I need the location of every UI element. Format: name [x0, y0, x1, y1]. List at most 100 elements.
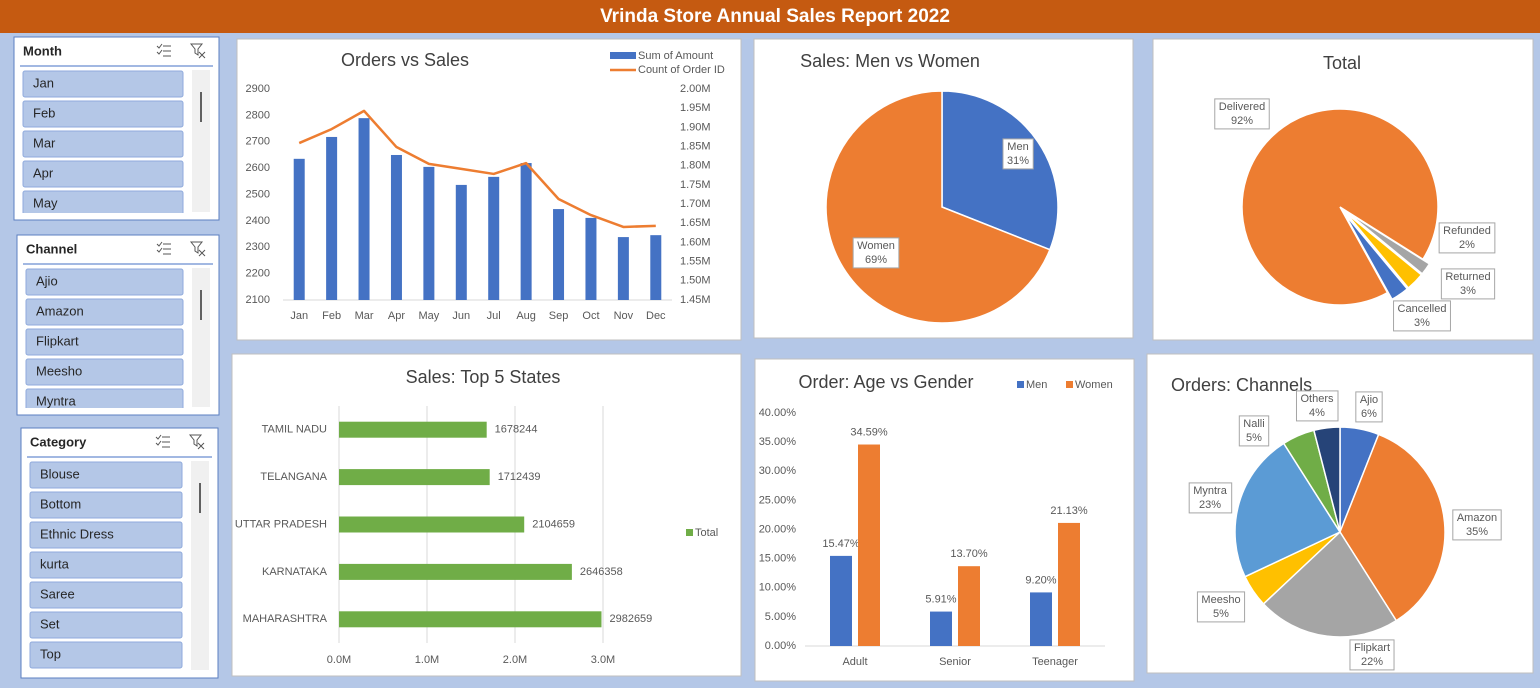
y2-tick-label: 1.90M: [680, 121, 711, 133]
y-tick-label: 20.00%: [759, 523, 797, 535]
x-tick-label: Nov: [614, 310, 634, 322]
data-label: Amazon 35%: [1452, 509, 1502, 541]
data-label-text: Cancelled 3%: [1398, 303, 1447, 329]
category-label: Men: [1007, 141, 1028, 153]
label-box: [1393, 300, 1451, 332]
slicer-panel: [13, 36, 220, 221]
clear-filter-icon[interactable]: [189, 43, 206, 59]
slicer-item-label: Top: [40, 646, 61, 661]
slicer-item-label: Feb: [33, 105, 55, 120]
value-label: 31%: [1007, 155, 1029, 167]
chart-title: Orders vs Sales: [341, 50, 469, 70]
y2-tick-label: 1.80M: [680, 160, 711, 172]
slicer-item[interactable]: [22, 160, 184, 188]
slicer-item[interactable]: [29, 521, 183, 549]
data-label: 2646358: [580, 566, 623, 578]
category-label: Delivered: [1219, 101, 1265, 113]
y-tick-label: 2300: [246, 241, 270, 253]
y2-tick-label: 1.50M: [680, 275, 711, 287]
data-label-text: Returned 3%: [1445, 271, 1490, 297]
bar: [553, 209, 565, 300]
slicer-item[interactable]: [25, 268, 184, 296]
chart-panel: [231, 353, 742, 677]
data-label: Delivered 92%: [1214, 98, 1270, 130]
value-label: 22%: [1361, 656, 1383, 668]
slicer-item[interactable]: [29, 461, 183, 489]
slicer-item[interactable]: [22, 100, 184, 128]
x-tick-label: 3.0M: [591, 654, 615, 666]
chart-title: Orders: Channels: [1171, 375, 1312, 395]
data-label-text: Myntra 23%: [1193, 485, 1228, 511]
chart: Men 31% Women 69%: [825, 90, 1059, 324]
y-tick-label: 5.00%: [765, 611, 796, 623]
bar: [390, 154, 402, 300]
y-tick-label: 2100: [246, 294, 270, 306]
x-tick-label: 0.0M: [327, 654, 351, 666]
category-label: Flipkart: [1354, 642, 1390, 654]
y-tick-label: 2900: [246, 83, 270, 95]
pie-slice: [1345, 212, 1423, 289]
pie-slice: [1343, 213, 1409, 301]
label-box: [1349, 639, 1395, 671]
slicer-title: Channel: [26, 241, 77, 256]
y-tick-label: KARNATAKA: [262, 566, 328, 578]
y-tick-label: 2400: [246, 215, 270, 227]
slicer-item-label: Ethnic Dress: [40, 526, 114, 541]
slicer-item[interactable]: [29, 581, 183, 609]
chart: 0.0M 1.0M 2.0M 3.0M TAMIL NADU TELANGANA UTTAR…: [235, 406, 718, 666]
slicer-item[interactable]: [22, 70, 184, 98]
x-tick-label: Jul: [487, 310, 501, 322]
multi-select-icon[interactable]: [156, 241, 163, 253]
value-label: 2%: [1459, 239, 1475, 251]
pie-slice: [941, 90, 1059, 251]
value-label: 35%: [1466, 526, 1488, 538]
y2-tick-label: 1.70M: [680, 198, 711, 210]
slicer-item[interactable]: [25, 388, 184, 415]
slicer-item-label: Myntra: [36, 393, 77, 408]
clear-filter-icon[interactable]: [189, 241, 206, 257]
chart: 2100 2200 2300 2400 2500 2600 2700 2800 2900 1.45…: [246, 50, 725, 322]
category-label: Returned: [1445, 271, 1490, 283]
data-label-text: Amazon 35%: [1457, 512, 1497, 538]
value-label: 69%: [865, 254, 887, 266]
data-label: Cancelled 3%: [1393, 300, 1451, 332]
y-tick-label: 15.00%: [759, 553, 797, 565]
slicer-item-label: Mar: [33, 135, 56, 150]
multi-select-icon[interactable]: [155, 434, 162, 446]
slicer-item[interactable]: [25, 358, 184, 386]
slicer-items: Jan Feb Mar Apr May: [22, 70, 184, 217]
bar: [520, 163, 532, 300]
y-tick-label: 30.00%: [759, 465, 797, 477]
data-label-text: Men 31%: [1007, 141, 1029, 167]
clear-filter-icon[interactable]: [188, 434, 205, 450]
slicer: Month Jan Feb Mar Apr May: [13, 36, 220, 221]
data-label-text: Others 4%: [1300, 393, 1334, 419]
y-tick-label: MAHARASHTRA: [243, 613, 328, 625]
slicer-item[interactable]: [29, 551, 183, 579]
slicer-item-label: Meesho: [36, 363, 82, 378]
y-tick-label: 2500: [246, 188, 270, 200]
slicer-item-label: Jan: [33, 75, 54, 90]
x-tick-label: Adult: [842, 656, 867, 668]
slicer-item[interactable]: [29, 611, 183, 639]
category-label: Myntra: [1193, 485, 1228, 497]
slicer-item-label: Amazon: [36, 303, 84, 318]
slicer-item-label: Flipkart: [36, 333, 79, 348]
slicer-item[interactable]: [29, 641, 183, 669]
data-label: 9.20%: [1025, 574, 1056, 586]
slicer-item[interactable]: [29, 491, 183, 519]
slicer-item-label: Saree: [40, 586, 75, 601]
data-label: Women 69%: [852, 237, 900, 269]
y-tick-label: TAMIL NADU: [262, 424, 327, 436]
slicer-item[interactable]: [22, 190, 184, 217]
multi-select-icon[interactable]: [156, 43, 163, 55]
slicer-item[interactable]: [25, 298, 184, 326]
legend-label: Women: [1075, 379, 1113, 391]
slicer-item[interactable]: [22, 130, 184, 158]
slicer-item-label: Blouse: [40, 466, 80, 481]
legend-swatch: [610, 52, 636, 59]
slicer-items: Ajio Amazon Flipkart Meesho Myntra: [25, 268, 184, 415]
slicer-item[interactable]: [25, 328, 184, 356]
data-label: Flipkart 22%: [1349, 639, 1395, 671]
bar: [650, 235, 662, 300]
